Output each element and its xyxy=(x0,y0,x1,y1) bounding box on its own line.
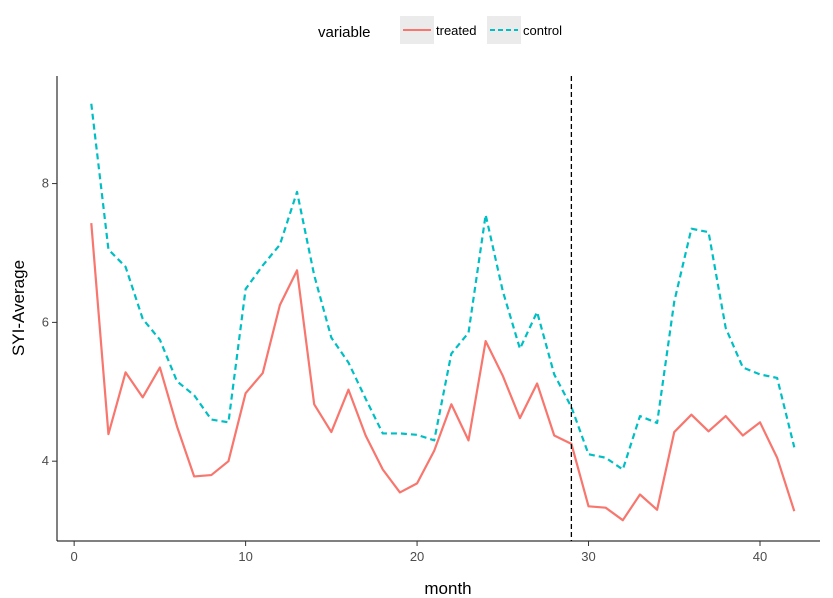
legend: variable treated control xyxy=(318,16,562,44)
plot-area: 0 10 20 30 40 4 6 8 xyxy=(42,76,820,564)
series-line-treated xyxy=(90,223,796,522)
x-tick-label: 10 xyxy=(238,549,252,564)
y-axis-title: SYI-Average xyxy=(9,260,28,356)
y-tick-label: 6 xyxy=(42,314,49,329)
x-tick-label: 40 xyxy=(753,549,767,564)
x-axis-title: month xyxy=(424,579,471,598)
x-tick-label: 0 xyxy=(71,549,78,564)
y-tick-label: 4 xyxy=(42,453,49,468)
legend-title: variable xyxy=(318,24,371,41)
legend-label-treated: treated xyxy=(436,23,476,38)
y-tick-label: 8 xyxy=(42,176,49,191)
x-tick-label: 30 xyxy=(581,549,595,564)
legend-label-control: control xyxy=(523,23,562,38)
series-line-control xyxy=(90,103,796,471)
x-tick-label: 20 xyxy=(410,549,424,564)
